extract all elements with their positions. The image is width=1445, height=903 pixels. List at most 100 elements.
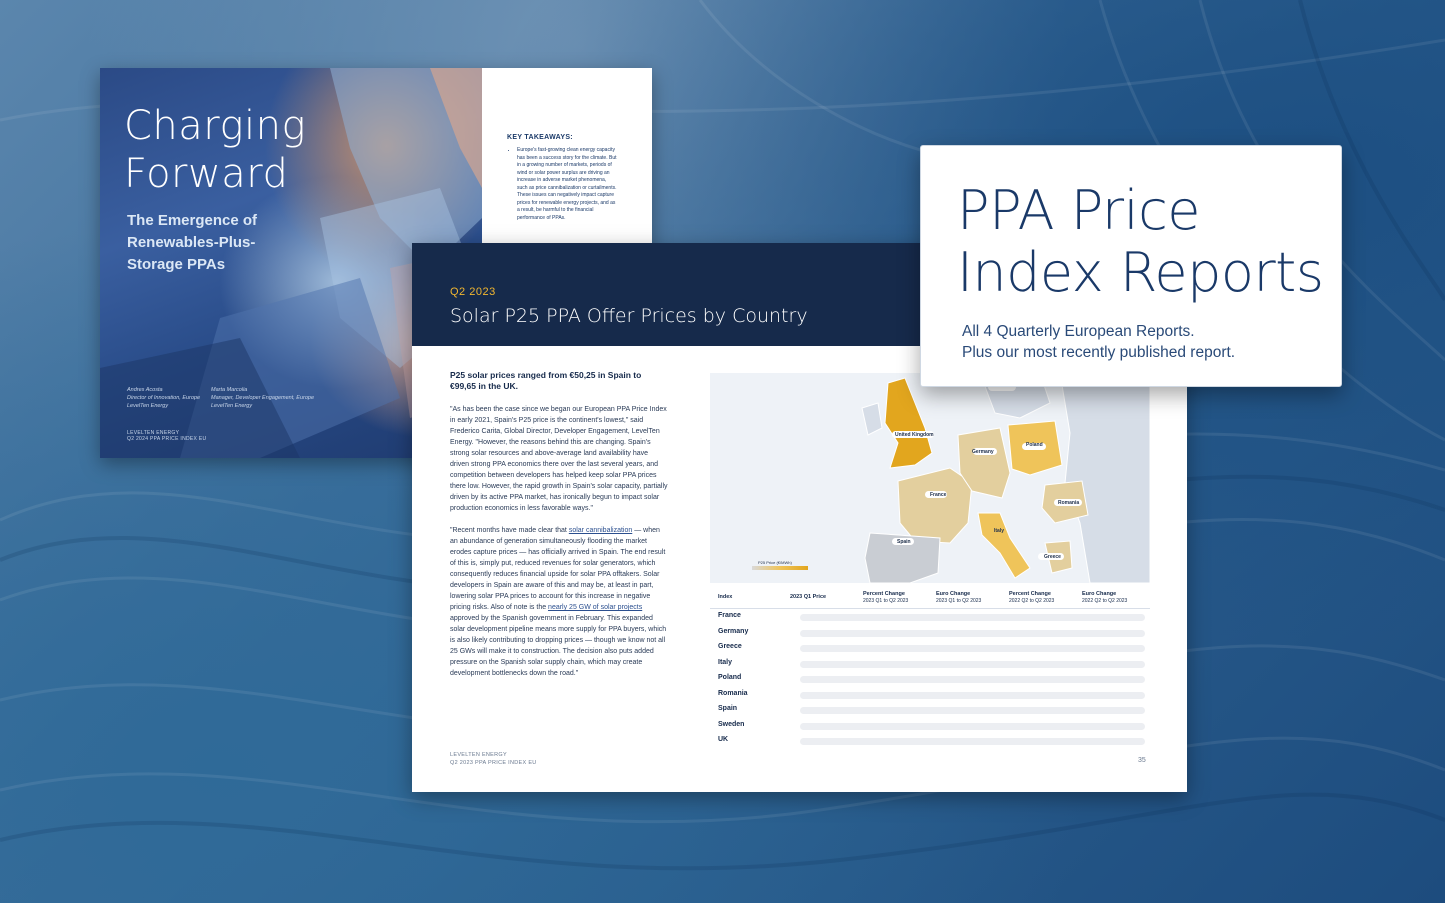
europe-price-map: Sweden United Kingdom Germany Poland Fra… <box>710 373 1150 583</box>
cover-title: Charging Forward <box>124 102 306 198</box>
cover-subtitle: The Emergence of Renewables-Plus-Storage… <box>127 212 258 273</box>
row-placeholder-bar <box>800 614 1145 621</box>
page-footer-line2: Q2 2023 PPA PRICE INDEX EU <box>450 760 537 766</box>
cover-footer-line2: Q2 2024 PPA PRICE INDEX EU <box>127 436 207 442</box>
table-header-cell: 2023 Q1 Price <box>790 594 826 601</box>
header-main: Euro Change <box>936 591 971 597</box>
header-sub: 2022 Q2 to Q2 2023 <box>1009 598 1055 604</box>
eastern-europe-shape <box>1059 373 1150 583</box>
row-placeholder-bar <box>800 707 1145 714</box>
header-main: Percent Change <box>1009 591 1051 597</box>
author-name: Andres Acosta <box>127 387 163 393</box>
header-sub: 2022 Q2 to Q2 2023 <box>1082 598 1128 604</box>
body-paragraph: "Recent months have made clear that sola… <box>450 525 668 679</box>
page-lead: P25 solar prices ranged from €50,25 in S… <box>450 370 642 391</box>
author-role: Manager, Developer Engagement, Europe <box>211 395 315 401</box>
headline-subtitle: All 4 Quarterly European Reports. Plus o… <box>962 321 1235 363</box>
cover-author: Andres Acosta Director of Innovation, Eu… <box>127 386 200 410</box>
map-label-germany: Germany <box>972 449 994 455</box>
headline-title: PPA Price Index Reports <box>957 179 1324 304</box>
body-paragraph: "As has been the case since we began our… <box>450 406 668 512</box>
row-placeholder-bar <box>800 691 1145 699</box>
row-country: Poland <box>718 674 742 681</box>
row-country: Spain <box>718 705 738 712</box>
page-number: 35 <box>1138 757 1146 764</box>
price-table: Index 2023 Q1 Price Percent Change 2023 Q… <box>710 585 1150 749</box>
ireland-shape <box>861 402 883 436</box>
cover-title-line2: Forward <box>124 151 289 197</box>
headline-title-line1: PPA Price <box>957 179 1201 242</box>
table-header-cell: Index <box>718 594 732 601</box>
row-country: Italy <box>718 658 733 666</box>
row-placeholder-bar <box>800 660 1145 668</box>
key-takeaway-item: Europe's fast-growing clean energy capac… <box>517 147 617 222</box>
table-header-cell: Percent Change 2022 Q2 to Q2 2023 <box>1009 591 1054 605</box>
map-legend-bar <box>752 566 808 570</box>
table-row: Poland <box>710 671 1150 687</box>
solar-cannibalization-link[interactable]: solar cannibalization <box>568 527 633 534</box>
row-country: Sweden <box>718 720 745 728</box>
header-main: Percent Change <box>863 591 905 597</box>
header-sub: 2023 Q1 to Q2 2023 <box>863 598 909 604</box>
key-takeaways-title: KEY TAKEAWAYS: <box>507 134 573 141</box>
table-header-cell: Euro Change 2022 Q2 to Q2 2023 <box>1082 591 1127 605</box>
row-placeholder-bar <box>800 629 1145 637</box>
author-org: LevelTen Energy <box>211 403 253 409</box>
header-main: 2023 Q1 Price <box>790 594 827 600</box>
row-placeholder-bar <box>800 738 1145 745</box>
map-label-romania: Romania <box>1058 500 1080 506</box>
cover-footer-line1: LEVELTEN ENERGY <box>127 430 180 436</box>
europe-map-svg <box>861 373 1150 583</box>
table-row: Italy <box>710 656 1150 672</box>
key-takeaways: KEY TAKEAWAYS: Europe's fast-growing cle… <box>507 134 617 222</box>
key-takeaways-list: Europe's fast-growing clean energy capac… <box>507 147 617 222</box>
page-footer: LEVELTEN ENERGY Q2 2023 PPA PRICE INDEX … <box>450 751 537 767</box>
body-text: — when an abundance of generation simult… <box>450 527 666 611</box>
map-label-italy: Italy <box>994 528 1005 534</box>
row-country: UK <box>718 736 729 743</box>
author-org: LevelTen Energy <box>127 403 169 409</box>
row-placeholder-bar <box>800 722 1145 730</box>
header-main: Index <box>718 594 733 600</box>
row-country: France <box>718 612 741 619</box>
row-country: Germany <box>718 627 749 635</box>
france-shape <box>897 467 973 544</box>
uk-shape <box>884 377 933 469</box>
table-header-cell: Percent Change 2023 Q1 to Q2 2023 <box>863 591 908 605</box>
header-main: Euro Change <box>1082 591 1117 597</box>
map-label-france: France <box>930 492 947 498</box>
table-row: Sweden <box>710 718 1150 734</box>
map-legend-title: P25 Price (€/MWh) <box>758 560 792 565</box>
headline-title-line2: Index Reports <box>957 241 1324 304</box>
table-row: Romania <box>710 687 1150 703</box>
page-footer-line1: LEVELTEN ENERGY <box>450 752 507 758</box>
table-row: Greece <box>710 640 1150 656</box>
page-body: "As has been the case since we began our… <box>450 404 668 690</box>
cover-footer: LEVELTEN ENERGY Q2 2024 PPA PRICE INDEX … <box>127 430 206 442</box>
page-eyebrow: Q2 2023 <box>450 286 496 298</box>
map-label-greece: Greece <box>1044 554 1061 560</box>
solar-projects-link[interactable]: nearly 25 GW of solar projects <box>548 604 643 611</box>
page-title: Solar P25 PPA Offer Prices by Country <box>450 305 808 327</box>
row-country: Greece <box>718 643 742 650</box>
cover-title-line1: Charging <box>124 103 307 149</box>
cover-author: Marta Marcolia Manager, Developer Engage… <box>211 386 314 410</box>
table-row: UK <box>710 733 1150 749</box>
headline-sub-line1: All 4 Quarterly European Reports. <box>962 323 1195 340</box>
header-sub: 2023 Q1 to Q2 2023 <box>936 598 982 604</box>
map-label-uk: United Kingdom <box>895 432 934 438</box>
price-table-header: Index 2023 Q1 Price Percent Change 2023 Q… <box>710 585 1150 609</box>
headline-sub-line2: Plus our most recently published report. <box>962 344 1236 361</box>
spain-shape <box>864 532 941 583</box>
map-label-spain: Spain <box>897 539 911 545</box>
germany-shape <box>957 427 1011 499</box>
author-role: Director of Innovation, Europe <box>127 395 201 401</box>
author-name: Marta Marcolia <box>211 387 248 393</box>
row-country: Romania <box>718 689 748 697</box>
body-text: approved by the Spanish government in Fe… <box>450 615 667 677</box>
row-placeholder-bar <box>800 676 1145 683</box>
table-row: France <box>710 609 1150 625</box>
table-row: Spain <box>710 702 1150 718</box>
italy-shape <box>977 512 1031 579</box>
headline-card: PPA Price Index Reports All 4 Quarterly … <box>920 145 1342 387</box>
